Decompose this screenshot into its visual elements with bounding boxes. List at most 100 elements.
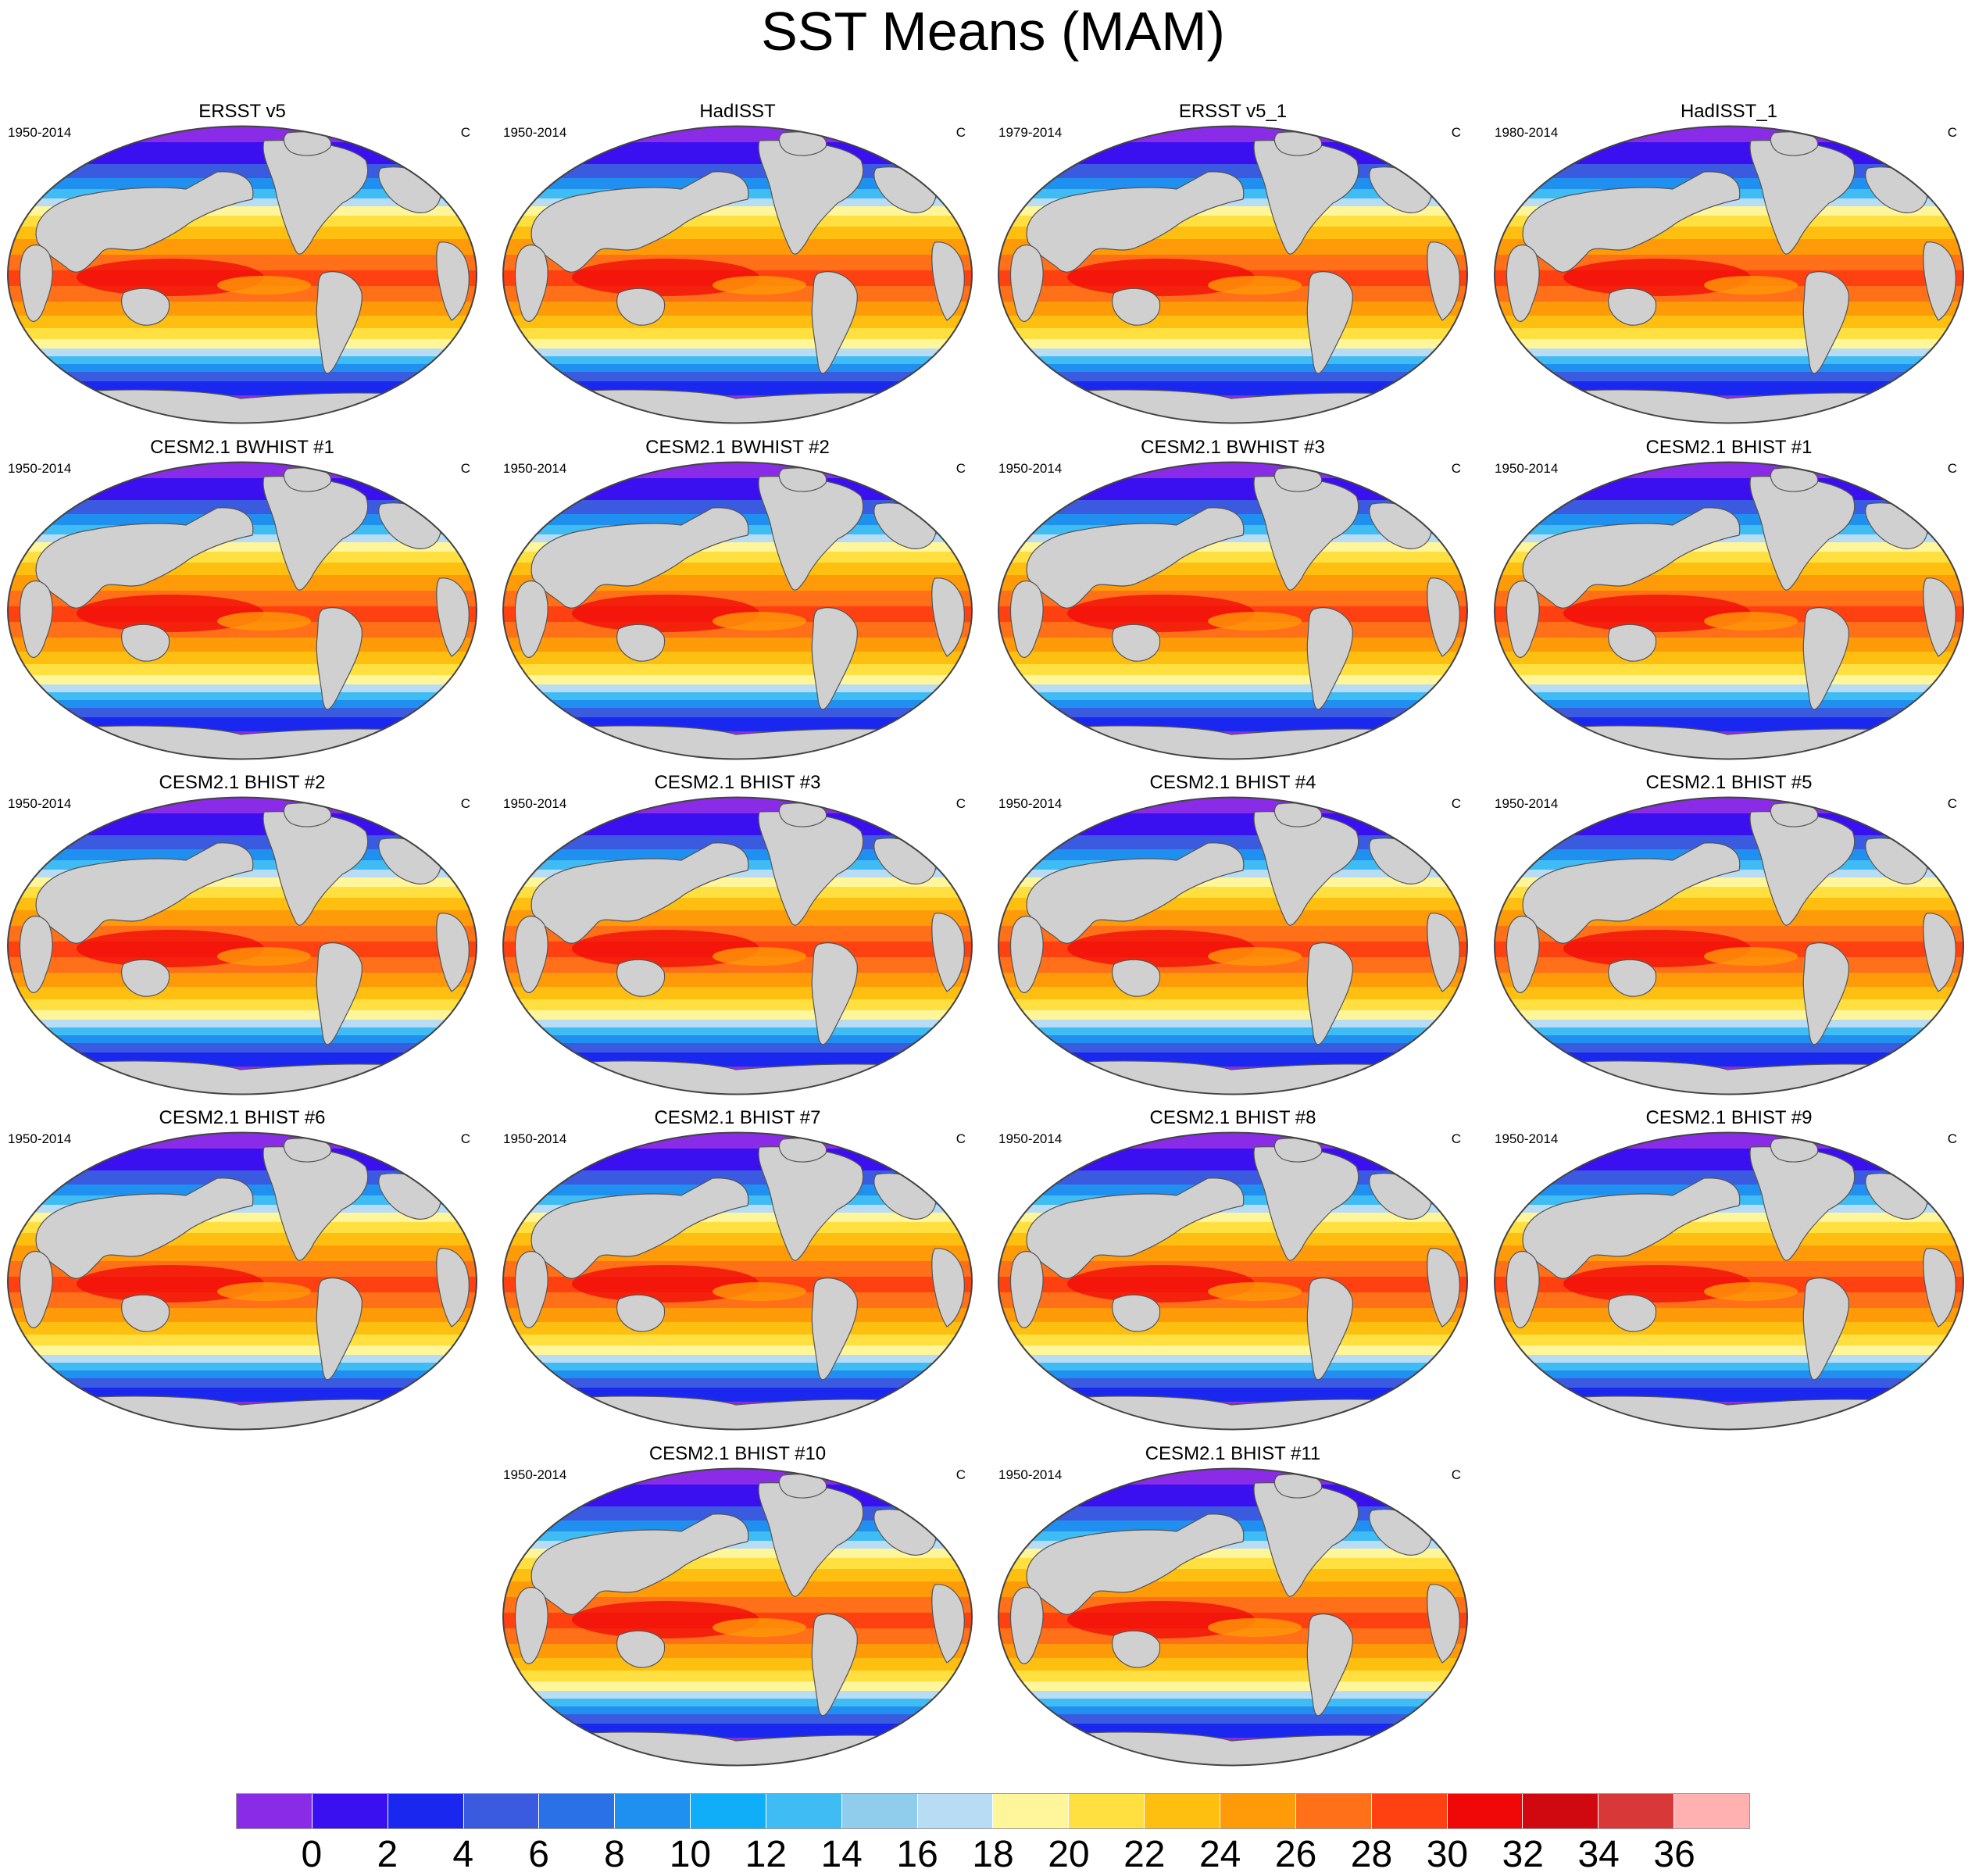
sst-contour-band bbox=[1495, 1322, 1963, 1335]
panel-years: 1950-2014 bbox=[8, 1131, 72, 1146]
panel-units: C bbox=[1947, 1131, 1957, 1146]
sst-contour-band bbox=[998, 1052, 1467, 1067]
land-mass bbox=[1923, 577, 1956, 657]
panel-title: CESM2.1 BHIST #9 bbox=[1645, 1107, 1813, 1128]
panel-years: 1950-2014 bbox=[503, 1131, 567, 1146]
sst-contour-band bbox=[1495, 1335, 1963, 1345]
sst-contour-band bbox=[998, 302, 1467, 316]
land-mass bbox=[1009, 581, 1044, 659]
land-mass bbox=[436, 1248, 470, 1327]
land-mass bbox=[316, 1277, 363, 1381]
sst-contour-band bbox=[1495, 870, 1963, 877]
land-mass bbox=[1923, 1248, 1956, 1327]
warm-pool-region bbox=[1067, 1265, 1255, 1302]
sst-contour-band bbox=[998, 1699, 1467, 1706]
sst-contour-band bbox=[503, 999, 972, 1010]
land-mass bbox=[1306, 607, 1353, 710]
land-mass bbox=[1427, 1248, 1460, 1327]
land-mass bbox=[263, 476, 369, 591]
colorbar-swatch bbox=[1220, 1794, 1296, 1828]
sst-contour-band bbox=[503, 1043, 972, 1052]
sst-contour-band bbox=[8, 708, 477, 717]
sst-contour-band bbox=[8, 1370, 477, 1378]
sst-contour-band bbox=[503, 198, 972, 206]
land-mass bbox=[436, 913, 470, 992]
sst-contour-band bbox=[8, 1010, 477, 1020]
sst-contour-band bbox=[1495, 1370, 1963, 1378]
sst-contour-band bbox=[503, 364, 972, 372]
sst-contour-band bbox=[503, 356, 972, 364]
land-mass bbox=[758, 1146, 864, 1261]
cold-tongue-region bbox=[1704, 1282, 1798, 1301]
land-mass bbox=[1506, 245, 1540, 323]
land-mass bbox=[514, 916, 548, 994]
sst-contour-band bbox=[1495, 700, 1963, 708]
sst-contour-band bbox=[998, 684, 1467, 692]
sst-map bbox=[998, 125, 1468, 424]
sst-contour-band bbox=[1495, 1010, 1963, 1020]
sst-contour-band bbox=[8, 717, 477, 731]
sst-contour-band bbox=[998, 142, 1467, 164]
cold-tongue-region bbox=[217, 1282, 311, 1301]
sst-contour-band bbox=[503, 1714, 972, 1724]
map-frame bbox=[998, 461, 1468, 760]
land-mass bbox=[514, 581, 548, 659]
sst-contour-band bbox=[503, 664, 972, 675]
sst-contour-band bbox=[503, 381, 972, 395]
sst-contour-band bbox=[8, 302, 477, 316]
land-mass bbox=[316, 607, 363, 710]
colorbar-tick-label: 36 bbox=[1653, 1834, 1695, 1875]
sst-contour-band bbox=[998, 1132, 1467, 1149]
sst-contour-band bbox=[8, 534, 477, 542]
sst-contour-band bbox=[8, 381, 477, 395]
land-mass bbox=[514, 245, 548, 323]
sst-contour-band bbox=[503, 534, 972, 542]
warm-pool-region bbox=[1563, 259, 1751, 296]
sst-contour-band bbox=[503, 1468, 972, 1485]
colorbar-tick-label: 14 bbox=[820, 1834, 863, 1875]
sst-contour-band bbox=[503, 1132, 972, 1149]
map-panel: CESM2.1 BWHIST #1 1950-2014 C bbox=[0, 436, 484, 760]
sst-contour-band bbox=[998, 1724, 1467, 1738]
map-frame bbox=[998, 796, 1468, 1095]
cold-tongue-region bbox=[713, 1282, 806, 1301]
sst-map bbox=[7, 796, 477, 1095]
map-panel: ERSST v5 1950-2014 C bbox=[0, 100, 484, 424]
panel-units: C bbox=[1451, 796, 1461, 811]
sst-map bbox=[998, 461, 1468, 760]
land-mass bbox=[1009, 245, 1044, 323]
panel-units: C bbox=[955, 796, 966, 811]
land-mass bbox=[1253, 476, 1359, 591]
warm-pool-region bbox=[572, 1601, 759, 1638]
land-mass bbox=[263, 811, 369, 926]
sst-contour-band bbox=[1495, 1345, 1963, 1355]
cold-tongue-region bbox=[713, 947, 806, 966]
sst-contour-band bbox=[998, 1149, 1467, 1170]
panel-years: 1950-2014 bbox=[503, 125, 567, 140]
land-mass bbox=[1506, 1251, 1540, 1329]
sst-contour-band bbox=[1495, 364, 1963, 372]
land-mass bbox=[1253, 811, 1359, 926]
sst-contour-band bbox=[998, 973, 1467, 987]
land-mass bbox=[436, 241, 470, 321]
map-panel: CESM2.1 BHIST #8 1950-2014 C bbox=[991, 1106, 1475, 1431]
sst-contour-band bbox=[1495, 1132, 1963, 1149]
sst-contour-band bbox=[8, 356, 477, 364]
warm-pool-region bbox=[1563, 1265, 1751, 1302]
land-mass bbox=[931, 1584, 965, 1663]
map-frame bbox=[7, 796, 477, 1095]
land-mass bbox=[1253, 140, 1359, 255]
colorbar-swatch bbox=[1145, 1794, 1220, 1828]
map-frame bbox=[7, 125, 477, 424]
panel-grid: ERSST v5 1950-2014 C HadISST 1950-2014 C ERSST… bbox=[0, 100, 1971, 1767]
land-mass bbox=[1306, 1277, 1353, 1381]
warm-pool-region bbox=[572, 595, 759, 632]
sst-map bbox=[1494, 125, 1964, 424]
panel-years: 1979-2014 bbox=[998, 125, 1063, 140]
land-mass bbox=[19, 245, 53, 323]
map-panel: CESM2.1 BHIST #9 1950-2014 C bbox=[1487, 1106, 1971, 1431]
sst-contour-band bbox=[998, 1714, 1467, 1724]
sst-contour-band bbox=[998, 372, 1467, 381]
land-mass bbox=[1009, 1251, 1044, 1329]
sst-contour-band bbox=[1495, 372, 1963, 381]
